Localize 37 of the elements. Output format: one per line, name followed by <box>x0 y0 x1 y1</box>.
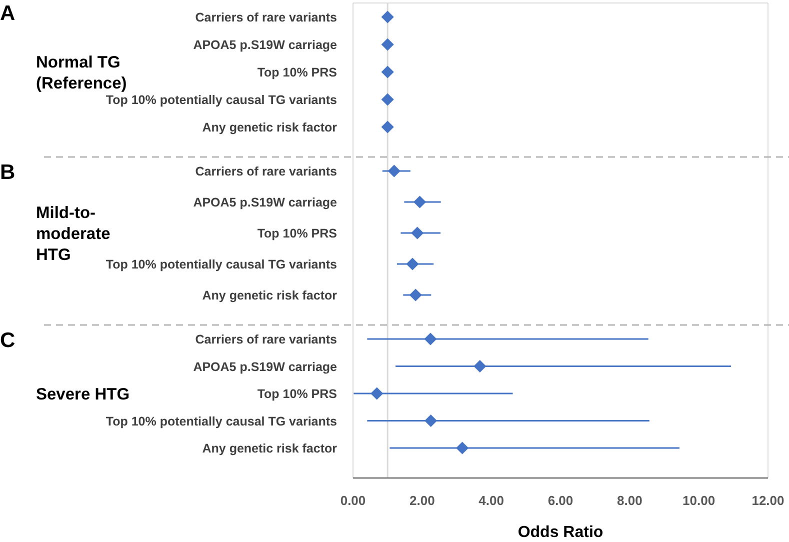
y-tick-label: Carriers of rare variants <box>195 164 338 178</box>
y-tick-label: Top 10% PRS <box>257 387 337 401</box>
text: B <box>0 161 16 184</box>
point <box>424 414 438 428</box>
y-tick-label: APOA5 p.S19W carriage <box>193 360 338 374</box>
y-tick-label: APOA5 p.S19W carriage <box>193 38 338 52</box>
point <box>413 196 426 208</box>
point <box>474 360 486 373</box>
y-tick-label: Any genetic risk factor <box>202 120 338 134</box>
y-tick-label: Top 10% PRS <box>257 66 337 80</box>
y-tick-label: Carriers of rare variants <box>195 332 338 346</box>
point <box>424 332 437 346</box>
text: C <box>0 329 16 352</box>
y-tick-label: Any genetic risk factor <box>202 288 338 302</box>
x-tick-label: 6.00 <box>548 493 574 508</box>
text: A <box>0 2 16 25</box>
x-tick-label: 8.00 <box>617 493 642 508</box>
x-tick-label: 4.00 <box>478 493 504 508</box>
text: Normal TG (Reference) <box>36 54 127 92</box>
point <box>411 226 424 240</box>
x-tick-label: 0.00 <box>340 493 366 508</box>
y-tick-label: Any genetic risk factor <box>202 442 338 456</box>
x-tick-label: 12.00 <box>752 493 784 508</box>
y-tick-label: Carriers of rare variants <box>195 10 338 24</box>
y-tick-label: Top 10% potentially causal TG variants <box>106 93 338 107</box>
point <box>370 387 384 400</box>
x-tick-label: 10.00 <box>682 493 716 508</box>
y-tick-label: APOA5 p.S19W carriage <box>193 196 338 210</box>
y-tick-label: Top 10% PRS <box>257 226 337 240</box>
x-tick-label: 2.00 <box>410 493 435 508</box>
x-axis-title: Odds Ratio <box>518 524 604 541</box>
point <box>456 442 469 454</box>
text: Severe HTG <box>36 386 130 404</box>
point <box>388 164 400 178</box>
point <box>406 258 419 270</box>
point <box>409 288 422 302</box>
y-tick-label: Top 10% potentially causal TG variants <box>106 414 338 428</box>
